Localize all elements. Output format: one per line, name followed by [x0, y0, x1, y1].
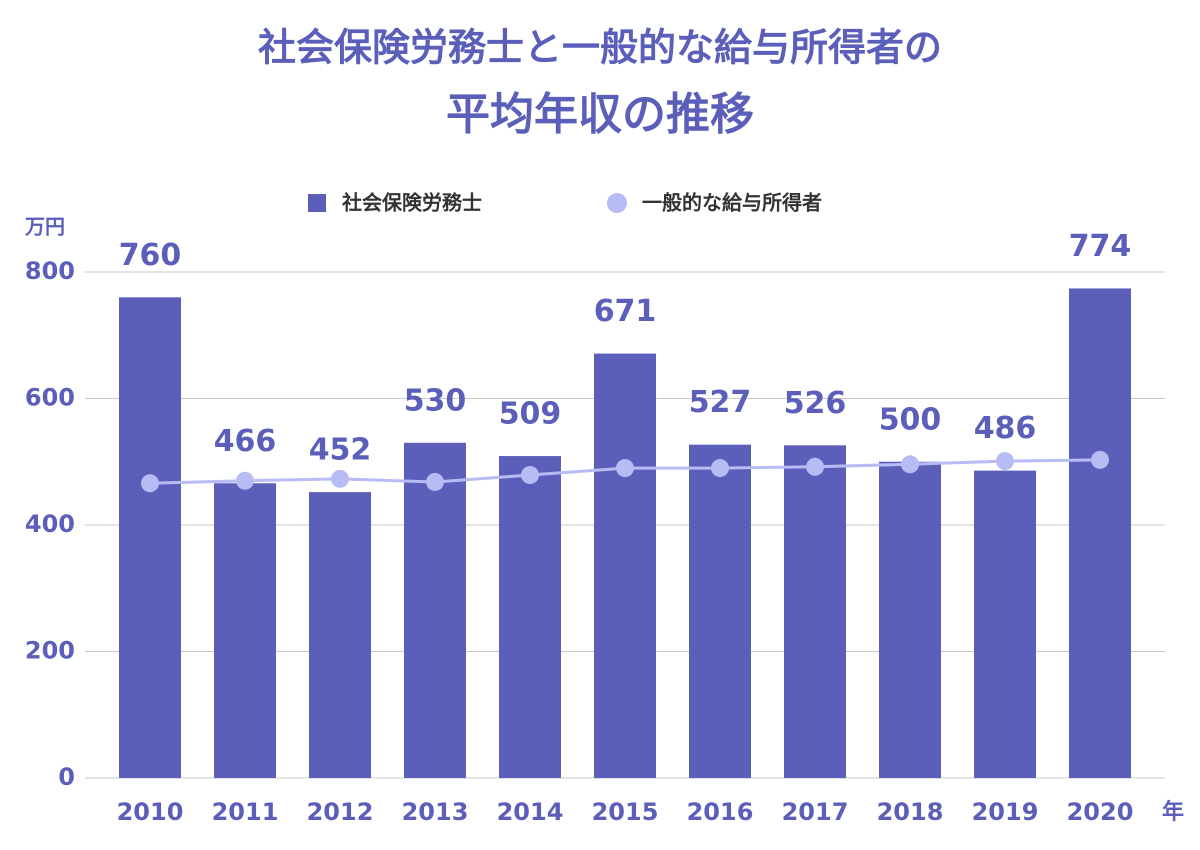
legend-swatch	[607, 193, 627, 213]
legend-swatch	[308, 194, 326, 212]
x-tick-label: 2011	[212, 798, 279, 826]
bar	[309, 492, 371, 778]
value-label: 509	[499, 397, 562, 432]
line-point	[426, 472, 444, 491]
y-axis-label: 万円	[24, 215, 65, 239]
bar	[214, 483, 276, 778]
x-tick-label: 2015	[592, 798, 659, 826]
line-point	[521, 466, 539, 485]
bar	[879, 461, 941, 778]
x-tick-label: 2018	[877, 798, 944, 826]
line-point	[236, 471, 254, 490]
line-point	[806, 457, 824, 476]
chart-title: 平均年収の推移	[446, 89, 754, 140]
line-point	[616, 459, 634, 478]
line-point	[996, 452, 1014, 471]
x-tick-label: 2019	[972, 798, 1039, 826]
bar	[689, 444, 751, 778]
x-tick-label: 2014	[497, 798, 564, 826]
line-point	[901, 455, 919, 474]
bar	[1069, 288, 1131, 778]
value-label: 530	[404, 383, 467, 418]
line-point	[331, 469, 349, 488]
value-label: 466	[214, 424, 277, 459]
legend-label: 社会保険労務士	[341, 191, 482, 215]
bar	[974, 470, 1036, 778]
y-tick-label: 400	[25, 510, 75, 538]
value-label: 527	[689, 385, 752, 420]
line-point	[1091, 450, 1109, 469]
x-tick-label: 2012	[307, 798, 374, 826]
y-tick-label: 600	[25, 384, 75, 412]
chart-title: 社会保険労務士と一般的な給与所得者の	[258, 26, 942, 70]
bar	[784, 445, 846, 778]
bar	[119, 297, 181, 778]
legend-label: 一般的な給与所得者	[642, 191, 822, 215]
bar	[499, 456, 561, 778]
x-tick-label: 2010	[117, 798, 184, 826]
value-label: 500	[879, 402, 942, 437]
bar	[404, 442, 466, 778]
line-point	[711, 459, 729, 478]
y-tick-label: 800	[25, 257, 75, 285]
y-tick-label: 200	[25, 637, 75, 665]
value-label: 774	[1069, 229, 1132, 264]
x-tick-label: 2017	[782, 798, 849, 826]
value-label: 486	[974, 411, 1037, 446]
value-label: 671	[594, 294, 657, 329]
x-tick-label: 2016	[687, 798, 754, 826]
x-tick-label: 2013	[402, 798, 469, 826]
line-point	[141, 474, 159, 493]
x-tick-label: 2020	[1067, 798, 1134, 826]
bar	[594, 353, 656, 778]
y-tick-label: 0	[58, 763, 75, 791]
value-label: 526	[784, 386, 847, 421]
x-axis-label: 年	[1162, 799, 1184, 825]
value-label: 760	[119, 238, 182, 273]
value-label: 452	[309, 433, 372, 468]
